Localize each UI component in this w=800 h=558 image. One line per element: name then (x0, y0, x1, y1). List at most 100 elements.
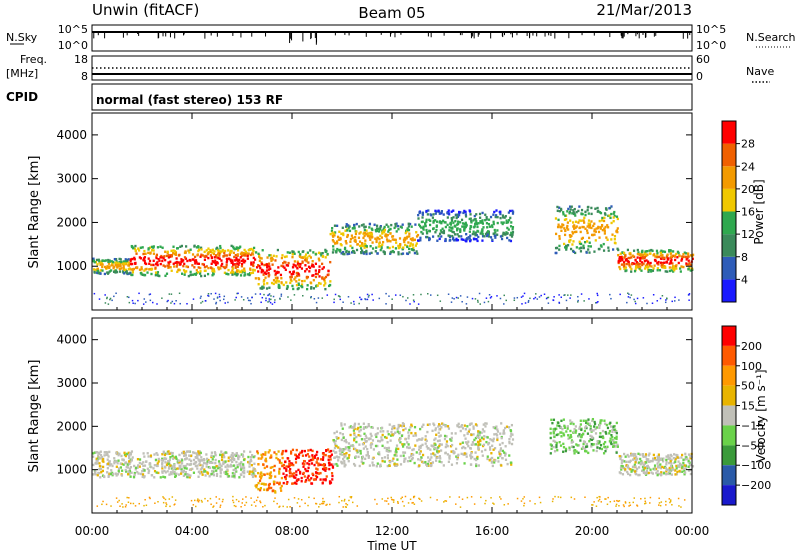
velocity-cell (309, 458, 312, 462)
power-cell (455, 214, 458, 217)
velocity-cell (434, 443, 437, 446)
velocity-cell (179, 472, 183, 475)
velocity-cell (113, 460, 116, 463)
power-cell (475, 221, 478, 225)
power-cell (363, 231, 366, 234)
velocity-cell (219, 506, 221, 508)
power-cell (286, 251, 289, 254)
power-cell (649, 252, 652, 255)
power-cell (171, 300, 174, 303)
velocity-cell (486, 455, 489, 458)
velocity-cell (402, 428, 405, 432)
power-cell (563, 218, 567, 222)
power-cell (383, 228, 386, 232)
power-cell (398, 244, 402, 248)
power-cell (627, 296, 630, 298)
velocity-cell (129, 465, 133, 469)
velocity-cell (322, 478, 325, 481)
velocity-cell (204, 497, 206, 500)
power-cell (276, 279, 279, 282)
power-cell (251, 263, 255, 266)
velocity-cell (583, 440, 587, 444)
power-cell (524, 302, 527, 304)
power-cell (142, 303, 145, 305)
velocity-cell (596, 446, 599, 449)
power-cell (394, 222, 397, 226)
power-cell (230, 261, 233, 264)
velocity-cell (304, 454, 308, 457)
power-cell (282, 261, 285, 265)
power-cell (672, 265, 675, 268)
power-cell (403, 238, 406, 241)
velocity-cell (628, 501, 631, 504)
power-cell (195, 260, 198, 264)
velocity-cell (599, 443, 603, 447)
power-cell (419, 239, 422, 242)
velocity-cell (116, 462, 119, 465)
power-cell (643, 267, 647, 270)
velocity-cell (333, 431, 336, 435)
power-cell (457, 222, 460, 226)
power-cell (405, 252, 409, 255)
velocity-cell (345, 502, 347, 505)
velocity-cell (323, 466, 326, 469)
power-cell (213, 250, 216, 253)
velocity-cell (377, 439, 380, 443)
velocity-cell (191, 467, 194, 471)
velocity-cell (594, 427, 597, 431)
power-cell (235, 296, 237, 299)
power-cell (132, 302, 134, 304)
power-cell (467, 236, 470, 239)
power-cell (138, 292, 140, 295)
velocity-cell (633, 463, 636, 467)
power-cell (318, 259, 321, 262)
power-cell (468, 237, 471, 240)
velocity-colorbar-swatch (722, 485, 736, 505)
velocity-cell (615, 435, 618, 438)
velocity-cell (550, 418, 553, 422)
power-cell (596, 292, 598, 295)
power-cell (670, 255, 673, 258)
power-cell (99, 269, 102, 272)
power-cell (293, 260, 296, 263)
velocity-cell (627, 472, 630, 476)
velocity-cell (615, 421, 618, 425)
velocity-cell (437, 450, 441, 453)
power-cell (294, 276, 297, 279)
velocity-cell (330, 463, 333, 466)
power-cell (394, 247, 397, 250)
velocity-cell (174, 455, 178, 459)
power-cell (385, 238, 389, 241)
power-cell (358, 244, 362, 248)
power-cell (183, 251, 187, 254)
velocity-cell (310, 477, 313, 480)
power-cell (193, 266, 196, 269)
velocity-cell (608, 432, 611, 435)
velocity-cell (480, 436, 483, 439)
power-cell (587, 248, 590, 251)
velocity-cell (343, 460, 346, 463)
velocity-cell (299, 470, 302, 474)
power-cell (379, 245, 382, 248)
velocity-cell (395, 450, 398, 454)
power-cell (593, 222, 596, 225)
power-cell (234, 271, 237, 274)
velocity-cell (600, 501, 603, 503)
power-frame (91, 112, 693, 311)
velocity-cell (293, 497, 296, 499)
power-cell (590, 206, 593, 210)
power-cell (582, 246, 585, 250)
power-cell (104, 294, 106, 296)
power-cell (611, 233, 614, 236)
velocity-cell (359, 428, 362, 432)
velocity-cell (241, 455, 245, 458)
velocity-cell (378, 451, 381, 454)
power-cell (305, 260, 308, 263)
power-cell (483, 301, 486, 304)
velocity-cell (198, 453, 201, 457)
power-cell (386, 240, 389, 243)
velocity-cell (629, 459, 632, 462)
velocity-cell (464, 437, 467, 440)
velocity-cell (205, 465, 208, 468)
velocity-cell (120, 474, 124, 477)
